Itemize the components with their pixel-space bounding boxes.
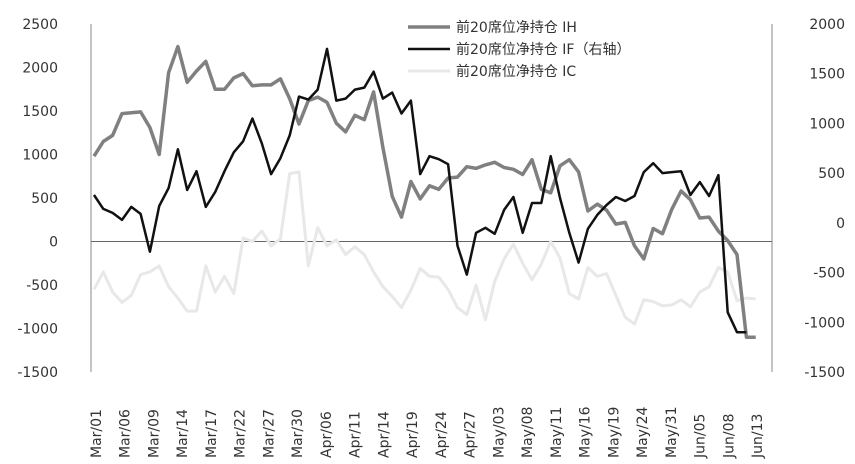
x-tick-label: Jun/08 <box>721 414 737 459</box>
x-tick-label: Mar/06 <box>118 409 134 458</box>
left-tick-label: 2500 <box>22 17 58 33</box>
x-tick-label: May/19 <box>606 407 622 458</box>
series-line <box>92 44 756 339</box>
x-tick-label: Apr/24 <box>434 411 450 458</box>
plot-frame <box>90 24 773 372</box>
x-tick-label: Apr/11 <box>348 411 364 458</box>
x-tick-label: Apr/19 <box>405 411 421 458</box>
x-tick-label: May/11 <box>549 407 565 458</box>
x-tick-label: May/24 <box>635 406 651 458</box>
series-line <box>92 47 747 334</box>
right-tick-label: -1000 <box>804 315 845 331</box>
x-tick-label: May/03 <box>491 407 507 458</box>
x-tick-label: Apr/14 <box>376 411 392 458</box>
right-tick-label: -500 <box>813 266 845 282</box>
legend-label: 前20席位净持仓 IH <box>456 19 577 36</box>
series-layer <box>92 44 756 339</box>
x-tick-label: May/31 <box>664 407 680 458</box>
legend-label: 前20席位净持仓 IC <box>456 63 576 80</box>
right-tick-label: 2000 <box>809 17 845 33</box>
left-tick-label: -1500 <box>17 365 58 381</box>
x-tick-label: Apr/06 <box>319 411 335 458</box>
x-tick-label: Mar/22 <box>233 409 249 458</box>
right-tick-label: 1000 <box>809 116 845 132</box>
series-line <box>92 170 756 326</box>
left-tick-label: -1000 <box>17 322 58 338</box>
right-tick-label: -1500 <box>804 365 845 381</box>
x-tick-label: Mar/30 <box>290 409 306 458</box>
x-tick-label: May/08 <box>520 407 536 458</box>
x-tick-label: Mar/17 <box>204 409 220 458</box>
left-tick-label: 0 <box>49 235 58 251</box>
legend: 前20席位净持仓 IH 前20席位净持仓 IF（右轴） 前20席位净持仓 IC <box>408 19 630 80</box>
x-tick-label: Jun/13 <box>750 414 766 459</box>
right-axis-tick-labels: -1500 -1000 -500 0 500 1000 1500 2000 <box>804 17 845 381</box>
right-tick-label: 0 <box>836 216 845 232</box>
x-tick-label: Mar/27 <box>261 409 277 458</box>
left-tick-label: 2000 <box>22 61 58 77</box>
x-tick-label: Mar/01 <box>89 409 105 458</box>
left-tick-label: 1000 <box>22 148 58 164</box>
x-tick-label: Mar/09 <box>146 409 162 458</box>
x-tick-label: Apr/27 <box>463 411 479 458</box>
x-tick-label: Mar/14 <box>175 409 191 458</box>
legend-label: 前20席位净持仓 IF（右轴） <box>456 41 630 58</box>
left-tick-label: 500 <box>31 191 58 207</box>
left-tick-label: 1500 <box>22 104 58 120</box>
right-tick-label: 500 <box>818 166 845 182</box>
x-tick-label: Jun/05 <box>693 414 709 459</box>
x-tick-label: May/16 <box>578 406 594 458</box>
x-axis-tick-labels: Mar/01 Mar/06 Mar/09 Mar/14 Mar/17 Mar/22 Mar/… <box>89 406 766 459</box>
right-tick-label: 1500 <box>809 67 845 83</box>
left-tick-label: -500 <box>26 278 58 294</box>
left-axis-tick-labels: -1500 -1000 -500 0 500 1000 1500 2000 2500 <box>17 17 58 381</box>
